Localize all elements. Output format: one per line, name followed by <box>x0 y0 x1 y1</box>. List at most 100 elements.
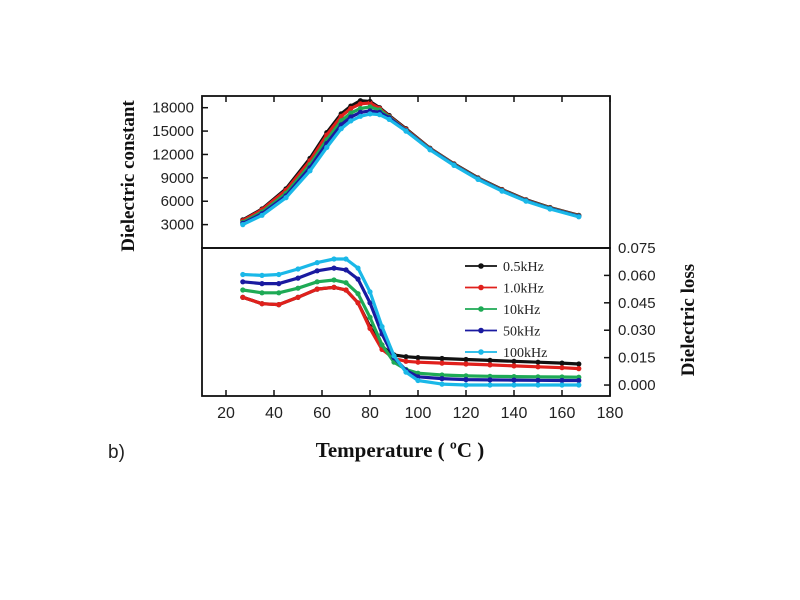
data-point-1.0kHz <box>535 364 541 370</box>
data-point-100kHz <box>415 377 421 384</box>
data-point-100kHz <box>343 256 349 262</box>
data-point-10kHz <box>379 342 385 348</box>
data-point-1.0kHz <box>355 300 361 306</box>
data-point-10kHz <box>439 372 445 378</box>
x-tick-label: 20 <box>217 405 235 422</box>
data-point-1.0kHz <box>487 362 493 368</box>
data-point-100kHz <box>307 168 313 174</box>
data-point-1.0kHz <box>463 361 469 367</box>
series-line-100kHz <box>241 257 581 387</box>
data-point-10kHz <box>259 290 265 296</box>
data-point-1.0kHz <box>357 101 363 107</box>
data-point-100kHz <box>511 382 517 388</box>
legend-label-10kHz: 10kHz <box>503 303 540 318</box>
data-point-100kHz <box>357 113 363 119</box>
data-point-100kHz <box>523 198 529 204</box>
series-line-10kHz <box>241 278 581 379</box>
data-point-100kHz <box>379 324 385 330</box>
data-point-100kHz <box>283 195 289 201</box>
data-point-100kHz <box>367 111 373 117</box>
y-tick-label: 0.015 <box>618 350 656 367</box>
data-point-0.5kHz <box>463 356 469 363</box>
data-point-100kHz <box>386 116 392 122</box>
series-line-50kHz <box>241 109 581 225</box>
data-point-100kHz <box>377 112 383 118</box>
y-tick-label: 15000 <box>152 123 194 140</box>
data-point-100kHz <box>259 212 265 218</box>
data-point-50kHz <box>348 114 354 120</box>
data-point-1.0kHz <box>403 358 409 364</box>
data-point-50kHz <box>331 265 337 271</box>
data-point-1.0kHz <box>511 363 517 369</box>
data-point-0.5kHz <box>439 355 445 362</box>
data-point-50kHz <box>576 377 582 384</box>
x-tick-label: 160 <box>549 405 576 422</box>
data-point-1.0kHz <box>367 100 373 106</box>
data-point-100kHz <box>576 214 582 220</box>
data-point-10kHz <box>314 279 320 285</box>
data-point-100kHz <box>535 382 541 388</box>
data-point-50kHz <box>295 275 301 281</box>
data-point-10kHz <box>367 314 373 320</box>
data-point-1.0kHz <box>338 113 344 119</box>
data-point-1.0kHz <box>276 302 282 308</box>
data-point-0.5kHz <box>511 358 517 364</box>
x-tick-label: 180 <box>597 405 624 422</box>
data-point-100kHz <box>559 382 565 388</box>
x-tick-label: 80 <box>361 405 379 422</box>
data-point-0.5kHz <box>487 357 493 363</box>
series-line-50kHz <box>241 266 581 383</box>
data-point-10kHz <box>331 277 337 283</box>
x-tick-label: 120 <box>453 405 480 422</box>
data-point-100kHz <box>259 272 265 278</box>
series-line-100kHz <box>241 112 581 227</box>
data-point-1.0kHz <box>240 294 246 300</box>
data-point-50kHz <box>343 267 349 273</box>
data-point-1.0kHz <box>439 360 445 366</box>
data-point-100kHz <box>499 188 505 194</box>
upper-panel-frame <box>201 95 611 249</box>
data-point-50kHz <box>276 281 282 287</box>
data-point-50kHz <box>463 377 469 383</box>
data-point-0.5kHz <box>559 360 565 366</box>
data-point-100kHz <box>427 147 433 153</box>
x-tick-label: 60 <box>313 405 331 422</box>
x-axis-label: Temperature ( ºC ) <box>316 438 484 462</box>
y-tick-label: 3000 <box>161 217 194 234</box>
data-point-1.0kHz <box>576 366 582 372</box>
legend-marker-1.0kHz <box>478 284 484 291</box>
y-tick-label: 0.075 <box>618 240 656 257</box>
y-tick-label: 12000 <box>152 146 194 163</box>
data-point-10kHz <box>357 105 363 112</box>
legend-marker-0.5kHz <box>478 263 484 269</box>
panel-label: b) <box>108 442 125 463</box>
data-point-50kHz <box>439 376 445 382</box>
data-point-1.0kHz <box>559 365 565 371</box>
legend-marker-100kHz <box>478 349 484 355</box>
data-point-50kHz <box>357 109 363 115</box>
data-point-1.0kHz <box>348 105 354 112</box>
data-point-50kHz <box>559 377 565 384</box>
data-point-100kHz <box>348 118 354 124</box>
data-point-10kHz <box>463 373 469 379</box>
data-point-1.0kHz <box>331 284 337 290</box>
data-point-100kHz <box>463 382 469 388</box>
legend-label-1.0kHz: 1.0kHz <box>503 282 544 297</box>
data-point-1.0kHz <box>415 359 421 365</box>
legend-marker-50kHz <box>478 327 484 334</box>
y-tick-label: 0.030 <box>618 322 656 339</box>
legend-label-0.5kHz: 0.5kHz <box>503 260 544 275</box>
data-point-100kHz <box>391 353 397 359</box>
data-point-100kHz <box>240 271 246 278</box>
data-point-100kHz <box>338 126 344 132</box>
data-point-0.5kHz <box>403 354 409 360</box>
data-point-50kHz <box>355 276 361 282</box>
data-point-10kHz <box>355 291 361 297</box>
data-point-100kHz <box>295 266 301 272</box>
data-point-50kHz <box>367 300 373 306</box>
data-point-100kHz <box>240 222 246 228</box>
data-point-10kHz <box>348 110 354 116</box>
data-point-100kHz <box>547 206 553 212</box>
lower-panel-frame <box>201 247 611 397</box>
data-point-100kHz <box>487 382 493 388</box>
